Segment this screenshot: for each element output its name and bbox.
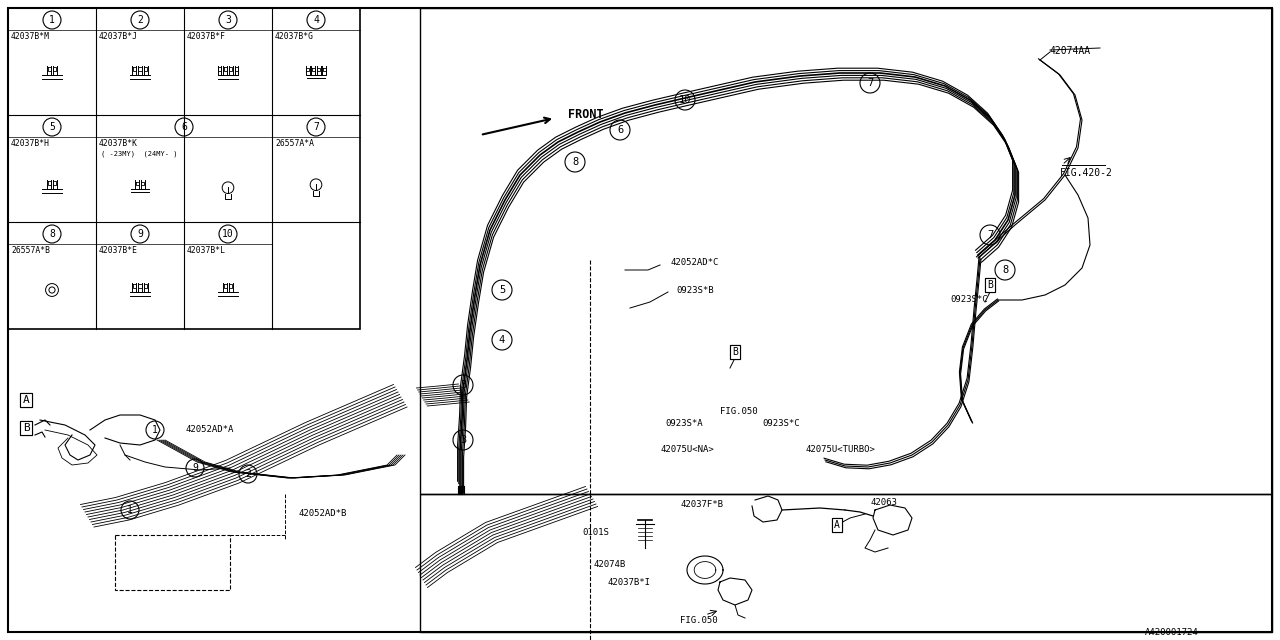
Text: A: A xyxy=(835,520,840,530)
Text: 5: 5 xyxy=(49,122,55,132)
Text: 26557A*A: 26557A*A xyxy=(275,139,314,148)
Bar xyxy=(420,494,1272,632)
Text: 42037B*F: 42037B*F xyxy=(187,32,227,41)
Text: 4: 4 xyxy=(314,15,319,25)
Text: 42052AD*C: 42052AD*C xyxy=(669,258,718,267)
Text: B: B xyxy=(23,423,29,433)
Text: B: B xyxy=(732,347,739,357)
Text: 42037B*J: 42037B*J xyxy=(99,32,138,41)
Text: 42075U<NA>: 42075U<NA> xyxy=(660,445,714,454)
Text: 42074AA: 42074AA xyxy=(1050,46,1091,56)
Text: B: B xyxy=(987,280,993,290)
Text: 7: 7 xyxy=(867,78,873,88)
Bar xyxy=(420,8,1272,494)
Text: 42037B*G: 42037B*G xyxy=(275,32,314,41)
Text: 0923S*B: 0923S*B xyxy=(676,286,714,295)
Text: 5: 5 xyxy=(499,285,506,295)
Text: 42037B*E: 42037B*E xyxy=(99,246,138,255)
Text: A: A xyxy=(23,395,29,405)
Text: 3: 3 xyxy=(460,435,466,445)
Text: 3: 3 xyxy=(460,380,466,390)
Text: ( -23MY)  (24MY- ): ( -23MY) (24MY- ) xyxy=(101,150,178,157)
Text: 10: 10 xyxy=(678,95,691,105)
Text: 0923S*C: 0923S*C xyxy=(950,295,988,304)
Text: 42037B*H: 42037B*H xyxy=(12,139,50,148)
Text: 1: 1 xyxy=(49,15,55,25)
Text: 42063: 42063 xyxy=(870,498,897,507)
Text: 0923S*C: 0923S*C xyxy=(762,419,800,428)
Text: 42052AD*B: 42052AD*B xyxy=(298,509,347,518)
Text: 42075U<TURBO>: 42075U<TURBO> xyxy=(805,445,874,454)
Text: 3: 3 xyxy=(225,15,230,25)
Text: FIG.050: FIG.050 xyxy=(721,407,758,416)
Text: 7: 7 xyxy=(314,122,319,132)
Text: 42037B*L: 42037B*L xyxy=(187,246,227,255)
Text: 6: 6 xyxy=(617,125,623,135)
Text: 42037B*M: 42037B*M xyxy=(12,32,50,41)
Text: 8: 8 xyxy=(1002,265,1009,275)
Text: 10: 10 xyxy=(223,229,234,239)
Text: 2: 2 xyxy=(137,15,143,25)
Text: FIG.050: FIG.050 xyxy=(680,616,718,625)
Text: 0101S: 0101S xyxy=(582,528,609,537)
Text: A420001724: A420001724 xyxy=(1146,628,1199,637)
Text: FRONT: FRONT xyxy=(568,108,604,120)
Text: 8: 8 xyxy=(572,157,579,167)
Text: B: B xyxy=(732,347,739,357)
Text: 6: 6 xyxy=(180,122,187,132)
Text: 42052AD*A: 42052AD*A xyxy=(186,425,233,434)
Text: 2: 2 xyxy=(244,469,251,479)
Text: 7: 7 xyxy=(987,230,993,240)
Text: A: A xyxy=(23,395,29,405)
Text: 42037B*K: 42037B*K xyxy=(99,139,138,148)
Text: 42074B: 42074B xyxy=(593,560,625,569)
Text: FIG.420-2: FIG.420-2 xyxy=(1060,168,1112,178)
Bar xyxy=(115,535,230,590)
Text: A: A xyxy=(835,520,840,530)
Text: 9: 9 xyxy=(192,463,198,473)
Text: 26557A*B: 26557A*B xyxy=(12,246,50,255)
Text: 1: 1 xyxy=(127,505,133,515)
Text: B: B xyxy=(987,280,993,290)
Text: 42037F*B: 42037F*B xyxy=(680,500,723,509)
Text: 1: 1 xyxy=(152,425,157,435)
Text: 42037B*I: 42037B*I xyxy=(607,578,650,587)
Text: B: B xyxy=(23,423,29,433)
Text: 8: 8 xyxy=(49,229,55,239)
Text: 0923S*A: 0923S*A xyxy=(666,419,703,428)
Text: 9: 9 xyxy=(137,229,143,239)
Text: 4: 4 xyxy=(499,335,506,345)
Bar xyxy=(8,8,360,329)
